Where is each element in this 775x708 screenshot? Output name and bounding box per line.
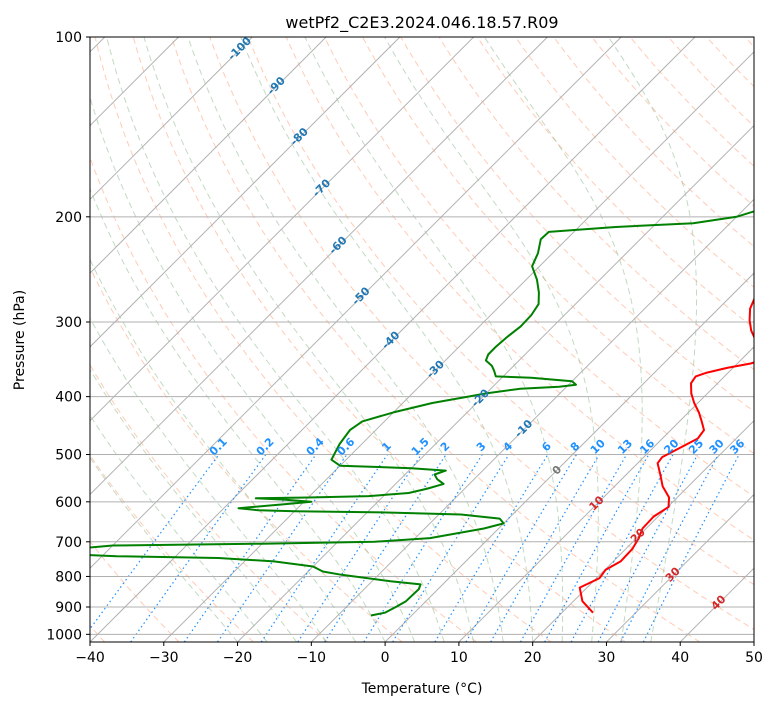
moist-adiabat xyxy=(304,37,564,642)
y-tick-label: 900 xyxy=(55,600,82,616)
isotherm-line xyxy=(384,272,754,642)
moist-adiabat xyxy=(106,37,445,642)
y-tick-label: 400 xyxy=(55,390,82,406)
isotherm-line xyxy=(90,37,475,422)
isotherm-line xyxy=(90,37,548,496)
dry-adiabat xyxy=(323,37,754,498)
mixing-ratio-line xyxy=(642,454,740,642)
isotherm-line xyxy=(163,51,754,642)
chart-title: wetPf2_C2E3.2024.046.18.57.R09 xyxy=(285,13,558,33)
x-tick-label: 30 xyxy=(598,650,616,666)
y-tick-label: 600 xyxy=(55,495,82,511)
moist-adiabat xyxy=(90,456,238,642)
dry-adiabat xyxy=(90,156,477,642)
dry-adiabat xyxy=(400,37,754,412)
dry-adiabat xyxy=(247,37,754,586)
mixing-ratio-line xyxy=(324,454,447,642)
moist-adiabat xyxy=(90,414,268,642)
moist-adiabat xyxy=(90,258,357,642)
y-tick-label: 300 xyxy=(55,315,82,331)
x-tick-label: 40 xyxy=(671,650,689,666)
mixing-ratio-line xyxy=(363,454,483,642)
dry-adiabat xyxy=(285,37,754,541)
pressure-gridlines xyxy=(90,216,754,635)
dry-adiabat xyxy=(209,37,754,631)
x-tick-label: 0 xyxy=(381,650,390,666)
dry-adiabat xyxy=(94,37,552,642)
y-axis-ticks: 100 200 300 400 500 600 700 800 900 1000 xyxy=(46,30,90,643)
isotherm-line xyxy=(90,37,696,642)
plot-frame xyxy=(89,36,755,643)
x-tick-label: −10 xyxy=(297,650,327,666)
mixing-ratio-line xyxy=(392,454,510,642)
y-tick-label: 700 xyxy=(55,535,82,551)
isotherm-line xyxy=(458,346,754,642)
moist-adiabat xyxy=(187,37,504,642)
isotherm-line xyxy=(90,37,401,348)
mixing-ratio-line xyxy=(130,454,267,642)
moist-adiabat xyxy=(483,37,643,642)
x-tick-label: −40 xyxy=(75,650,105,666)
isotherm-line xyxy=(237,124,754,642)
moist-adiabat xyxy=(90,317,327,642)
dry-adiabat xyxy=(90,454,254,642)
isotherm-line xyxy=(90,37,253,201)
background-lines xyxy=(90,37,754,642)
isotherm-line xyxy=(310,198,754,642)
x-tick-label: −30 xyxy=(149,650,179,666)
x-tick-label: 20 xyxy=(524,650,542,666)
mixing-ratio-line xyxy=(490,454,600,642)
isotherm-line xyxy=(606,493,754,642)
dry-adiabat xyxy=(171,37,701,642)
x-tick-label: −20 xyxy=(223,650,253,666)
isotherm-line xyxy=(90,37,327,274)
isotherm-line xyxy=(90,37,622,569)
y-tick-label: 100 xyxy=(55,30,82,46)
x-tick-label: 10 xyxy=(450,650,468,666)
isotherm-line xyxy=(532,419,754,642)
y-axis-label: Pressure (hPa) xyxy=(12,290,28,390)
y-tick-label: 500 xyxy=(55,448,82,464)
sounding-profiles xyxy=(90,210,754,617)
mixing-ratio-line xyxy=(297,454,422,642)
moist-adiabat xyxy=(384,37,599,642)
dry-adiabat xyxy=(438,37,754,371)
dry-adiabat xyxy=(90,364,329,642)
mixing-ratio-line xyxy=(620,454,719,642)
y-tick-label: 800 xyxy=(55,569,82,585)
mixing-ratio-line xyxy=(597,454,699,642)
dry-adiabat xyxy=(476,37,754,329)
dry-adiabat xyxy=(515,37,754,288)
temperature-profile xyxy=(578,297,754,614)
x-tick-label: 50 xyxy=(745,650,763,666)
x-axis-label: Temperature (°C) xyxy=(361,681,483,697)
mixing-ratio-line xyxy=(183,454,317,642)
moist-adiabat xyxy=(90,368,298,642)
mixing-ratio-line xyxy=(90,454,220,630)
mixing-ratio-line xyxy=(260,454,388,642)
moist-adiabat xyxy=(607,37,697,642)
y-tick-label: 1000 xyxy=(46,627,82,643)
moist-adiabat xyxy=(143,37,475,642)
x-axis-ticks: −40 −30 −20 −10 0 10 20 30 40 50 xyxy=(75,642,763,666)
mixing-ratio-line xyxy=(519,454,628,642)
dewpoint-profile xyxy=(90,210,754,617)
moist-adiabat xyxy=(240,37,534,642)
moist-adiabat xyxy=(90,187,386,642)
y-tick-label: 200 xyxy=(55,210,82,226)
